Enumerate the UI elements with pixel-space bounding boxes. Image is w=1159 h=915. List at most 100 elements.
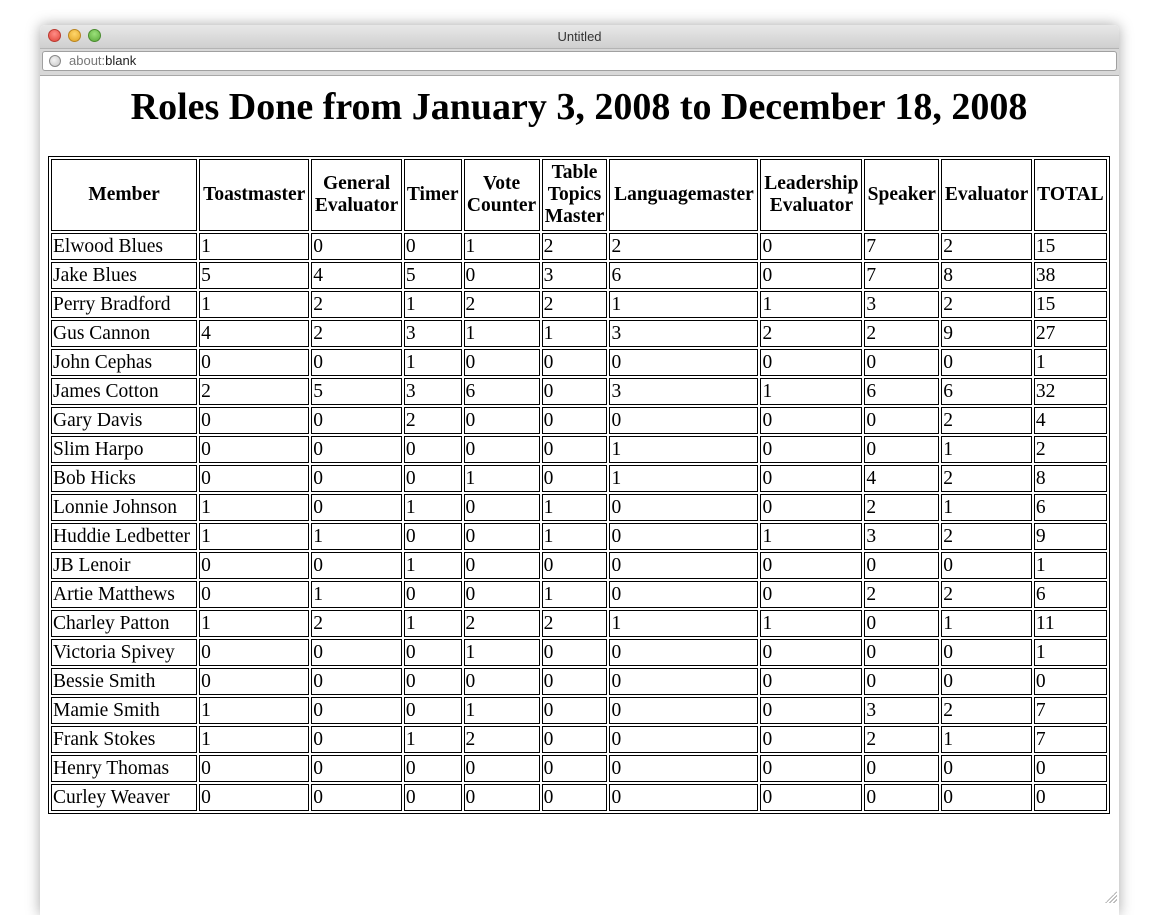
- timer-cell: 2: [403, 407, 462, 434]
- speaker-cell: 3: [864, 523, 940, 550]
- member-name-cell: Victoria Spivey: [51, 639, 198, 666]
- total-cell: 15: [1033, 291, 1107, 318]
- table-row: Charley Patton 1 2 1 2 2 1 1 0 1 11: [51, 610, 1107, 637]
- roles-table: Member Toastmaster General Evaluator Timer Vo…: [48, 156, 1110, 814]
- toastmaster-cell: 2: [199, 378, 310, 405]
- table-row: Perry Bradford 1 2 1 2 2 1 1 3 2 15: [51, 291, 1107, 318]
- timer-cell: 0: [403, 668, 462, 695]
- leadership-evaluator-cell: 0: [760, 755, 863, 782]
- member-name-cell: Henry Thomas: [51, 755, 198, 782]
- table-header-row: Member Toastmaster General Evaluator Timer Vo…: [51, 159, 1107, 231]
- table-row: Gary Davis 0 0 2 0 0 0 0 0 2 4: [51, 407, 1107, 434]
- total-cell: 7: [1033, 726, 1107, 753]
- total-cell: 32: [1033, 378, 1107, 405]
- toastmaster-cell: 0: [199, 465, 310, 492]
- member-name-cell: Gary Davis: [51, 407, 198, 434]
- languagemaster-cell: 0: [609, 581, 759, 608]
- general-evaluator-cell: 0: [311, 407, 402, 434]
- table-row: Victoria Spivey 0 0 0 1 0 0 0 0 0 1: [51, 639, 1107, 666]
- minimize-window-button[interactable]: [68, 29, 81, 42]
- toastmaster-cell: 0: [199, 639, 310, 666]
- leadership-evaluator-cell: 0: [760, 552, 863, 579]
- column-header-toastmaster: Toastmaster: [199, 159, 310, 231]
- languagemaster-cell: 0: [609, 494, 759, 521]
- general-evaluator-cell: 2: [311, 320, 402, 347]
- vote-counter-cell: 0: [463, 436, 540, 463]
- languagemaster-cell: 1: [609, 465, 759, 492]
- member-name-cell: Gus Cannon: [51, 320, 198, 347]
- languagemaster-cell: 0: [609, 697, 759, 724]
- member-name-cell: Curley Weaver: [51, 784, 198, 811]
- total-cell: 1: [1033, 349, 1107, 376]
- table-topics-master-cell: 0: [541, 726, 608, 753]
- speaker-cell: 0: [864, 349, 940, 376]
- languagemaster-cell: 3: [609, 320, 759, 347]
- leadership-evaluator-cell: 1: [760, 610, 863, 637]
- browser-window: Untitled about:blank Roles Done from Jan…: [40, 25, 1119, 915]
- globe-icon: [49, 55, 61, 67]
- table-topics-master-cell: 0: [541, 697, 608, 724]
- speaker-cell: 0: [864, 784, 940, 811]
- evaluator-cell: 2: [941, 523, 1032, 550]
- column-header-table-topics-master: Table Topics Master: [541, 159, 608, 231]
- resize-grip-icon[interactable]: [1105, 891, 1117, 903]
- member-name-cell: Mamie Smith: [51, 697, 198, 724]
- languagemaster-cell: 0: [609, 552, 759, 579]
- column-header-member: Member: [51, 159, 198, 231]
- timer-cell: 5: [403, 262, 462, 289]
- table-topics-master-cell: 3: [541, 262, 608, 289]
- leadership-evaluator-cell: 0: [760, 784, 863, 811]
- evaluator-cell: 0: [941, 552, 1032, 579]
- timer-cell: 0: [403, 639, 462, 666]
- evaluator-cell: 2: [941, 233, 1032, 260]
- speaker-cell: 0: [864, 552, 940, 579]
- timer-cell: 0: [403, 755, 462, 782]
- vote-counter-cell: 1: [463, 639, 540, 666]
- general-evaluator-cell: 1: [311, 523, 402, 550]
- vote-counter-cell: 0: [463, 784, 540, 811]
- total-cell: 2: [1033, 436, 1107, 463]
- toastmaster-cell: 5: [199, 262, 310, 289]
- speaker-cell: 4: [864, 465, 940, 492]
- url-field[interactable]: about:blank: [42, 51, 1117, 71]
- leadership-evaluator-cell: 2: [760, 320, 863, 347]
- evaluator-cell: 1: [941, 610, 1032, 637]
- leadership-evaluator-cell: 0: [760, 494, 863, 521]
- toastmaster-cell: 1: [199, 291, 310, 318]
- evaluator-cell: 1: [941, 726, 1032, 753]
- general-evaluator-cell: 0: [311, 349, 402, 376]
- total-cell: 0: [1033, 755, 1107, 782]
- total-cell: 15: [1033, 233, 1107, 260]
- speaker-cell: 2: [864, 581, 940, 608]
- general-evaluator-cell: 0: [311, 697, 402, 724]
- toastmaster-cell: 4: [199, 320, 310, 347]
- close-window-button[interactable]: [48, 29, 61, 42]
- table-row: Bob Hicks 0 0 0 1 0 1 0 4 2 8: [51, 465, 1107, 492]
- leadership-evaluator-cell: 0: [760, 349, 863, 376]
- title-bar[interactable]: Untitled: [40, 25, 1119, 49]
- timer-cell: 0: [403, 523, 462, 550]
- toastmaster-cell: 1: [199, 494, 310, 521]
- member-name-cell: Jake Blues: [51, 262, 198, 289]
- leadership-evaluator-cell: 0: [760, 436, 863, 463]
- timer-cell: 1: [403, 291, 462, 318]
- toastmaster-cell: 0: [199, 755, 310, 782]
- languagemaster-cell: 0: [609, 784, 759, 811]
- speaker-cell: 2: [864, 726, 940, 753]
- evaluator-cell: 2: [941, 291, 1032, 318]
- general-evaluator-cell: 0: [311, 668, 402, 695]
- zoom-window-button[interactable]: [88, 29, 101, 42]
- general-evaluator-cell: 0: [311, 233, 402, 260]
- toastmaster-cell: 0: [199, 581, 310, 608]
- languagemaster-cell: 0: [609, 523, 759, 550]
- general-evaluator-cell: 0: [311, 726, 402, 753]
- speaker-cell: 3: [864, 291, 940, 318]
- table-row: James Cotton 2 5 3 6 0 3 1 6 6 32: [51, 378, 1107, 405]
- general-evaluator-cell: 5: [311, 378, 402, 405]
- total-cell: 8: [1033, 465, 1107, 492]
- table-row: Mamie Smith 1 0 0 1 0 0 0 3 2 7: [51, 697, 1107, 724]
- evaluator-cell: 8: [941, 262, 1032, 289]
- table-topics-master-cell: 1: [541, 523, 608, 550]
- evaluator-cell: 0: [941, 639, 1032, 666]
- toastmaster-cell: 0: [199, 349, 310, 376]
